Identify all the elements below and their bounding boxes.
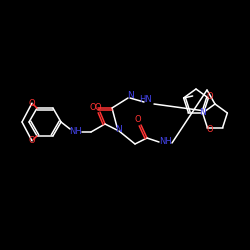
Text: O: O — [29, 99, 35, 108]
Text: NH: NH — [159, 138, 172, 146]
Text: O: O — [90, 104, 96, 112]
Text: O: O — [29, 136, 35, 145]
Text: O: O — [135, 116, 141, 124]
Text: O: O — [206, 125, 213, 134]
Text: HN: HN — [140, 96, 152, 104]
Text: N: N — [114, 124, 121, 134]
Text: N: N — [127, 92, 134, 100]
Text: N: N — [199, 108, 206, 117]
Text: NH: NH — [68, 128, 82, 136]
Text: O: O — [95, 102, 101, 112]
Text: O: O — [206, 92, 213, 102]
